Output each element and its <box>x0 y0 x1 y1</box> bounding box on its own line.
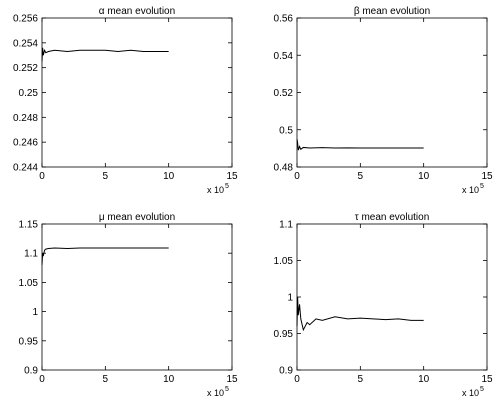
y-tick-label: 0.54 <box>274 51 294 62</box>
x-exponent: 5 <box>480 183 484 190</box>
x-tick-label: 0 <box>294 171 300 182</box>
y-tick-label: 0.254 <box>13 38 38 49</box>
y-tick-label: 0.95 <box>274 329 294 340</box>
x-multiplier: x 10 <box>207 185 224 195</box>
x-tick-label: 15 <box>481 171 493 182</box>
y-tick-label: 1.05 <box>19 278 39 289</box>
y-tick-label: 0.244 <box>13 163 38 174</box>
x-tick-label: 10 <box>163 374 175 385</box>
y-tick-label: 1 <box>32 307 38 318</box>
x-tick-label: 10 <box>418 374 430 385</box>
y-tick-label: 0.52 <box>274 88 294 99</box>
y-tick-label: 0.252 <box>13 63 38 74</box>
x-tick-label: 15 <box>226 374 238 385</box>
y-tick-label: 0.56 <box>274 14 294 25</box>
x-exponent: 5 <box>225 386 229 393</box>
x-tick-label: 5 <box>358 374 364 385</box>
data-line <box>296 138 424 151</box>
y-tick-label: 0.9 <box>279 366 293 377</box>
y-tick-label: 1.05 <box>274 256 294 267</box>
x-multiplier: x 10 <box>462 388 479 398</box>
y-tick-label: 0.48 <box>274 163 294 174</box>
data-line <box>41 47 169 62</box>
chart-title: α mean evolution <box>99 6 175 17</box>
x-tick-label: 5 <box>103 171 109 182</box>
x-multiplier: x 10 <box>462 185 479 195</box>
y-tick-label: 1 <box>287 293 293 304</box>
x-exponent: 5 <box>480 386 484 393</box>
y-tick-label: 0.248 <box>13 113 38 124</box>
y-tick-label: 1.1 <box>279 220 293 231</box>
x-tick-label: 15 <box>226 171 238 182</box>
plot-area <box>296 17 488 168</box>
x-tick-label: 0 <box>294 374 300 385</box>
x-tick-label: 15 <box>481 374 493 385</box>
x-tick-label: 10 <box>418 171 430 182</box>
data-line <box>296 296 424 332</box>
x-exponent: 5 <box>225 183 229 190</box>
chart-title: τ mean evolution <box>355 212 430 223</box>
y-tick-label: 0.5 <box>279 125 293 136</box>
y-tick-label: 0.25 <box>19 88 39 99</box>
x-tick-label: 10 <box>163 171 175 182</box>
y-tick-label: 0.95 <box>19 336 39 347</box>
plot-area <box>41 223 233 371</box>
x-tick-label: 5 <box>103 374 109 385</box>
x-multiplier: x 10 <box>207 388 224 398</box>
y-tick-label: 0.9 <box>24 366 38 377</box>
chart-title: β mean evolution <box>354 6 430 17</box>
data-line <box>41 247 169 265</box>
x-tick-label: 0 <box>39 171 45 182</box>
y-tick-label: 1.1 <box>24 249 38 260</box>
y-tick-label: 1.15 <box>19 220 39 231</box>
plot-area <box>296 223 488 371</box>
y-tick-label: 0.256 <box>13 14 38 25</box>
x-tick-label: 5 <box>358 171 364 182</box>
plot-area <box>41 17 233 168</box>
y-tick-label: 0.246 <box>13 138 38 149</box>
x-tick-label: 0 <box>39 374 45 385</box>
chart-title: μ mean evolution <box>99 212 175 223</box>
